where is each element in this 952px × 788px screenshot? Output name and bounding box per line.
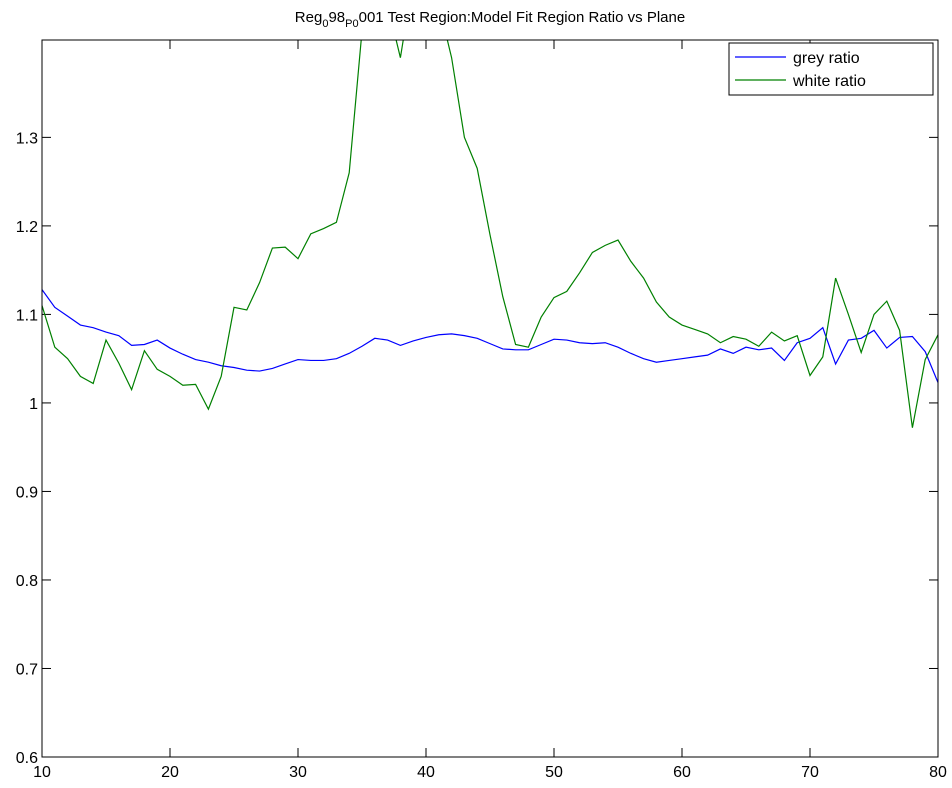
x-tick-label: 20: [161, 764, 179, 781]
x-tick-label: 40: [417, 764, 435, 781]
y-tick-label: 1.1: [16, 307, 38, 324]
title-part: Reg: [295, 9, 323, 26]
x-tick-label: 80: [929, 764, 947, 781]
chart-title: Reg098P0001 Test Region:Model Fit Region…: [295, 9, 685, 30]
series-line: [42, 289, 938, 383]
x-tick-label: 10: [33, 764, 51, 781]
y-tick-label: 1.2: [16, 219, 38, 236]
legend-label: grey ratio: [793, 50, 860, 67]
legend-box: [728, 42, 934, 96]
axes-box: [41, 39, 939, 758]
legend-label: white ratio: [792, 73, 866, 90]
title-part: 98: [328, 9, 345, 26]
plot-area: [42, 40, 938, 757]
y-tick-label: 0.6: [16, 750, 38, 767]
series-line: [42, 40, 938, 428]
y-tick-label: 0.8: [16, 573, 38, 590]
x-tick-label: 50: [545, 764, 563, 781]
y-tick-label: 1: [29, 396, 38, 413]
x-tick-label: 70: [801, 764, 819, 781]
y-tick-label: 0.9: [16, 484, 38, 501]
title-part: 001 Test Region:Model Fit Region Ratio v…: [359, 9, 686, 26]
title-part: 0: [322, 18, 328, 30]
y-tick-label: 1.3: [16, 130, 38, 147]
title-part: P0: [345, 18, 358, 30]
x-tick-label: 60: [673, 764, 691, 781]
y-tick-label: 0.7: [16, 661, 38, 678]
x-tick-label: 30: [289, 764, 307, 781]
plot-lines: [42, 40, 938, 428]
